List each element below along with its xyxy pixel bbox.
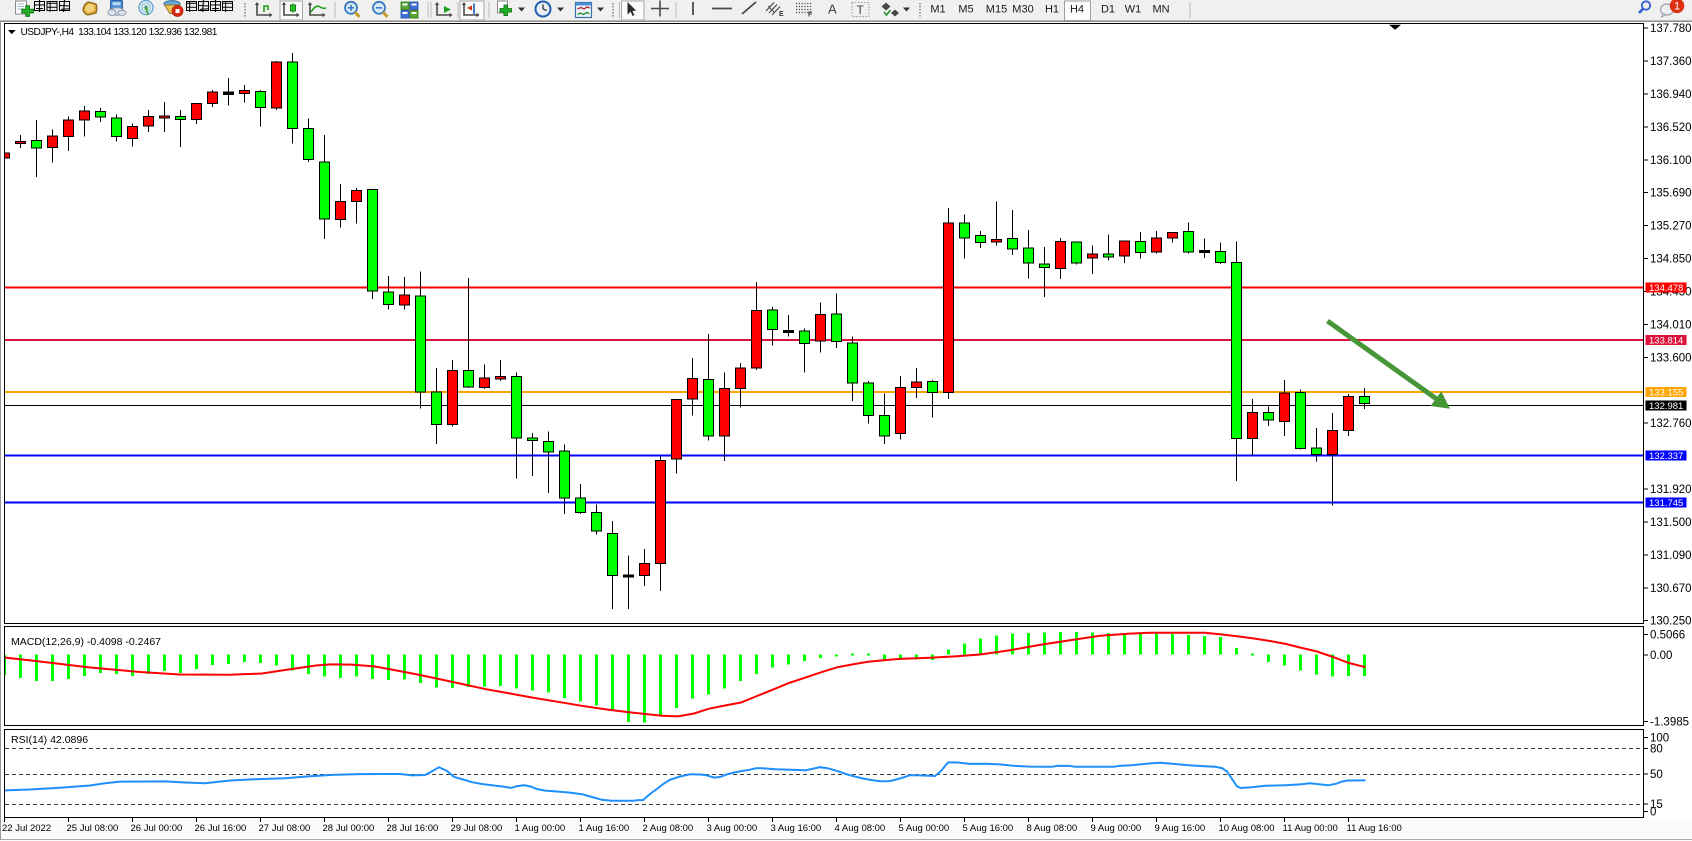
svg-text:134.850: 134.850 xyxy=(1650,253,1692,265)
svg-text:2 Aug 08:00: 2 Aug 08:00 xyxy=(643,823,694,834)
svg-text:11 Aug 00:00: 11 Aug 00:00 xyxy=(1283,823,1338,834)
svg-text:135.270: 135.270 xyxy=(1650,220,1692,232)
svg-text:28 Jul 00:00: 28 Jul 00:00 xyxy=(323,823,375,834)
svg-text:5 Aug 00:00: 5 Aug 00:00 xyxy=(899,823,950,834)
svg-text:1: 1 xyxy=(1674,1,1680,13)
svg-text:133.155: 133.155 xyxy=(1649,388,1683,399)
svg-text:136.940: 136.940 xyxy=(1650,89,1692,101)
svg-text:RSI(14) 42.0896: RSI(14) 42.0896 xyxy=(11,734,88,746)
svg-text:D1: D1 xyxy=(1101,4,1115,16)
svg-text:135.690: 135.690 xyxy=(1650,187,1692,199)
svg-text:132.981: 132.981 xyxy=(1649,401,1683,412)
svg-text:5 Aug 16:00: 5 Aug 16:00 xyxy=(963,823,1014,834)
svg-text:MN: MN xyxy=(1152,4,1169,16)
svg-text:8 Aug 08:00: 8 Aug 08:00 xyxy=(1027,823,1078,834)
svg-text:132.760: 132.760 xyxy=(1650,418,1692,430)
svg-text:-1.3985: -1.3985 xyxy=(1650,716,1689,728)
svg-text:136.100: 136.100 xyxy=(1650,155,1692,167)
svg-text:9 Aug 00:00: 9 Aug 00:00 xyxy=(1091,823,1142,834)
svg-text:28 Jul 16:00: 28 Jul 16:00 xyxy=(387,823,439,834)
svg-text:0.00: 0.00 xyxy=(1650,650,1672,662)
svg-text:0: 0 xyxy=(1650,806,1656,818)
svg-text:4 Aug 08:00: 4 Aug 08:00 xyxy=(835,823,886,834)
svg-text:133.600: 133.600 xyxy=(1650,352,1692,364)
svg-text:3 Aug 00:00: 3 Aug 00:00 xyxy=(707,823,758,834)
svg-text:H1: H1 xyxy=(1045,4,1059,16)
svg-text:27 Jul 08:00: 27 Jul 08:00 xyxy=(259,823,311,834)
svg-text:USDJPY-,H4 133.104 133.120 13: USDJPY-,H4 133.104 133.120 132.936 132.9… xyxy=(21,27,218,38)
svg-text:M30: M30 xyxy=(1012,4,1033,16)
svg-text:26 Jul 16:00: 26 Jul 16:00 xyxy=(195,823,247,834)
svg-text:26 Jul 00:00: 26 Jul 00:00 xyxy=(131,823,183,834)
svg-text:130.250: 130.250 xyxy=(1650,615,1692,627)
svg-text:137.780: 137.780 xyxy=(1650,23,1692,35)
svg-text:131.920: 131.920 xyxy=(1650,484,1692,496)
svg-text:22 Jul 2022: 22 Jul 2022 xyxy=(2,823,51,834)
svg-text:132.337: 132.337 xyxy=(1649,451,1683,462)
svg-text:136.520: 136.520 xyxy=(1650,122,1692,134)
svg-text:25 Jul 08:00: 25 Jul 08:00 xyxy=(67,823,119,834)
svg-text:9 Aug 16:00: 9 Aug 16:00 xyxy=(1155,823,1206,834)
svg-text:H4: H4 xyxy=(1070,4,1084,16)
svg-text:3 Aug 16:00: 3 Aug 16:00 xyxy=(771,823,822,834)
svg-text:1 Aug 00:00: 1 Aug 00:00 xyxy=(515,823,566,834)
svg-text:W1: W1 xyxy=(1125,4,1142,16)
svg-text:F: F xyxy=(808,12,813,19)
svg-text:100: 100 xyxy=(1650,732,1669,744)
svg-text:134.010: 134.010 xyxy=(1650,319,1692,331)
svg-text:M15: M15 xyxy=(986,4,1007,16)
svg-text:50: 50 xyxy=(1650,769,1663,781)
svg-text:29 Jul 08:00: 29 Jul 08:00 xyxy=(451,823,503,834)
svg-text:137.360: 137.360 xyxy=(1650,56,1692,68)
svg-text:134.478: 134.478 xyxy=(1649,283,1683,294)
svg-text:T: T xyxy=(857,3,865,17)
svg-text:133.814: 133.814 xyxy=(1649,336,1683,347)
svg-text:131.090: 131.090 xyxy=(1650,550,1692,562)
svg-text:15: 15 xyxy=(1650,799,1663,811)
svg-text:M5: M5 xyxy=(958,4,973,16)
svg-text:E: E xyxy=(779,11,784,18)
svg-text:11 Aug 16:00: 11 Aug 16:00 xyxy=(1347,823,1402,834)
svg-text:MACD(12,26,9) -0.4098 -0.2467: MACD(12,26,9) -0.4098 -0.2467 xyxy=(11,636,161,648)
svg-text:A: A xyxy=(828,2,837,17)
svg-text:M1: M1 xyxy=(930,4,945,16)
svg-text:80: 80 xyxy=(1650,743,1663,755)
svg-text:131.500: 131.500 xyxy=(1650,517,1692,529)
svg-text:0.5066: 0.5066 xyxy=(1650,629,1685,641)
svg-text:10 Aug 08:00: 10 Aug 08:00 xyxy=(1219,823,1275,834)
svg-text:131.745: 131.745 xyxy=(1649,498,1683,509)
svg-text:130.670: 130.670 xyxy=(1650,583,1692,595)
svg-text:1 Aug 16:00: 1 Aug 16:00 xyxy=(579,823,630,834)
